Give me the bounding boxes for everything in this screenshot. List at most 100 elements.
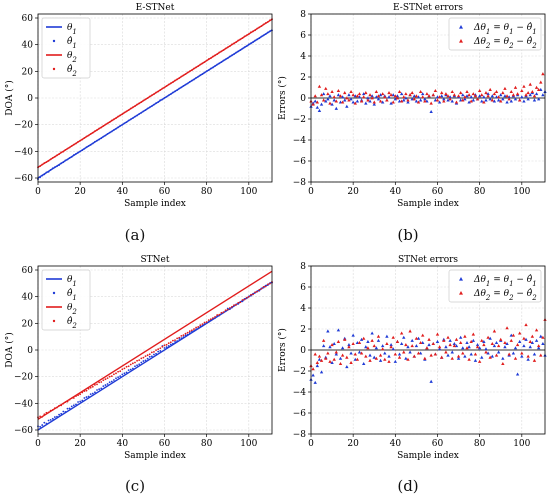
data-point	[532, 98, 537, 102]
data-point	[136, 359, 138, 362]
legend-swatch-triangle	[459, 291, 463, 295]
data-point	[117, 370, 120, 373]
data-point	[490, 342, 494, 346]
data-point	[180, 337, 183, 340]
data-point	[167, 83, 170, 86]
data-point	[347, 343, 351, 347]
data-point	[524, 337, 528, 341]
data-point	[353, 352, 357, 356]
data-point	[239, 38, 242, 41]
data-point	[136, 103, 138, 106]
data-point	[98, 381, 101, 384]
data-point	[334, 350, 338, 354]
data-point	[247, 33, 250, 36]
data-point	[345, 355, 349, 359]
data-point	[385, 334, 389, 338]
data-point	[347, 345, 351, 349]
data-point	[395, 96, 400, 100]
data-point	[397, 355, 402, 359]
data-point	[330, 343, 334, 347]
data-point	[408, 93, 412, 97]
data-point	[45, 161, 48, 164]
data-point	[383, 351, 387, 355]
data-point	[357, 340, 362, 345]
data-point	[222, 311, 225, 314]
data-point	[414, 336, 419, 340]
data-point	[262, 34, 265, 37]
data-point	[522, 336, 526, 340]
data-point	[526, 354, 530, 358]
data-point	[51, 408, 54, 411]
data-point	[362, 92, 366, 96]
data-point	[142, 110, 145, 113]
data-point	[45, 411, 48, 414]
x-tick-label: 80	[201, 187, 213, 197]
data-point	[416, 100, 421, 104]
data-point	[427, 343, 431, 347]
data-point	[123, 367, 126, 370]
data-point	[188, 332, 191, 334]
data-point	[123, 372, 126, 375]
data-point	[58, 153, 60, 156]
data-point	[199, 324, 202, 327]
data-point	[58, 413, 60, 416]
data-point	[515, 92, 520, 96]
data-point	[119, 370, 122, 373]
data-point	[155, 352, 157, 355]
data-point	[121, 373, 124, 376]
data-point	[520, 354, 524, 358]
data-point	[252, 293, 254, 296]
data-point	[203, 321, 206, 324]
data-point	[326, 351, 330, 355]
data-point	[471, 338, 476, 342]
data-point	[458, 340, 463, 345]
data-point	[467, 93, 471, 97]
series-line	[37, 281, 273, 431]
data-point	[117, 115, 120, 118]
data-point	[85, 389, 88, 392]
data-point	[62, 402, 65, 405]
data-point	[378, 358, 383, 362]
data-point	[222, 49, 225, 52]
data-point	[355, 94, 360, 98]
data-point	[180, 75, 183, 78]
data-point	[475, 97, 480, 101]
data-point	[254, 291, 257, 294]
data-point	[480, 93, 484, 97]
chart-title: STNet	[141, 255, 170, 265]
data-point	[404, 343, 408, 347]
data-point	[345, 365, 349, 369]
data-point	[176, 337, 179, 340]
data-point	[77, 401, 79, 403]
data-point	[503, 86, 507, 90]
data-point	[418, 90, 423, 94]
data-point	[138, 363, 141, 366]
data-point	[39, 425, 42, 428]
data-point	[216, 53, 219, 56]
data-point	[389, 93, 393, 97]
data-point	[241, 37, 244, 40]
data-point	[43, 413, 46, 416]
data-point	[501, 356, 505, 360]
data-point	[108, 381, 111, 384]
data-point	[268, 30, 271, 33]
data-point	[541, 342, 545, 346]
data-point	[56, 415, 58, 418]
data-point	[488, 336, 492, 340]
data-point	[387, 359, 391, 363]
data-point	[399, 92, 404, 96]
data-point	[58, 404, 60, 407]
data-point	[72, 404, 75, 407]
data-point	[477, 346, 482, 350]
data-point	[509, 338, 513, 342]
data-point	[68, 146, 71, 149]
data-point	[182, 334, 185, 337]
data-point	[216, 63, 219, 66]
data-point	[463, 95, 467, 99]
data-point	[450, 350, 454, 354]
data-point	[268, 282, 271, 285]
data-point	[180, 334, 183, 337]
data-point	[522, 99, 526, 103]
data-point	[85, 135, 88, 138]
data-point	[465, 94, 469, 98]
